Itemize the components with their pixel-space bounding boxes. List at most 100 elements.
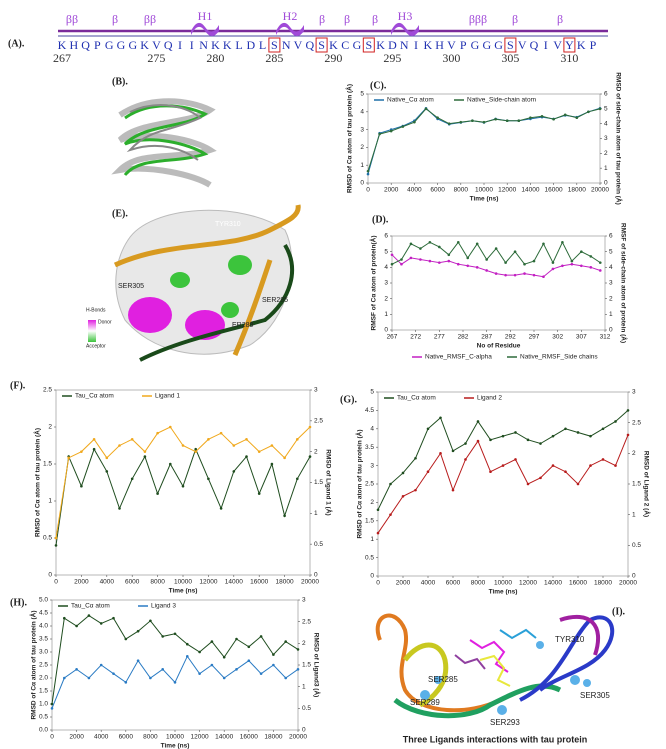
ss-label: β bbox=[319, 12, 325, 26]
point bbox=[551, 434, 555, 438]
point bbox=[296, 668, 300, 671]
point bbox=[447, 253, 451, 257]
point bbox=[419, 247, 422, 250]
point bbox=[181, 444, 185, 447]
y-tick-label: 0 bbox=[314, 572, 318, 579]
x-tick-label: 277 bbox=[434, 334, 445, 341]
panel-label: (C). bbox=[370, 80, 387, 91]
point bbox=[456, 262, 460, 266]
y-tick-label: 0.0 bbox=[39, 727, 48, 734]
y-tick-label: 4 bbox=[384, 264, 388, 271]
x-axis-label: Time (ns) bbox=[470, 196, 499, 203]
point bbox=[245, 455, 248, 458]
y-tick-label: 1.5 bbox=[632, 481, 641, 488]
y-tick-label: 3.0 bbox=[39, 649, 48, 656]
point bbox=[194, 450, 197, 453]
x-tick-label: 8000 bbox=[471, 580, 486, 587]
legend-label: Native_RMSF_Side chains bbox=[520, 354, 598, 361]
point bbox=[257, 450, 261, 453]
series-line bbox=[391, 241, 601, 265]
point bbox=[576, 431, 580, 434]
x-axis-label: Time (ns) bbox=[161, 743, 190, 749]
point bbox=[112, 616, 115, 620]
x-tick-label: 14000 bbox=[544, 580, 562, 587]
point bbox=[451, 449, 455, 453]
y-tick-label: 3 bbox=[360, 126, 364, 133]
point bbox=[284, 640, 288, 643]
residue-number: 285 bbox=[265, 51, 283, 65]
plot-area bbox=[391, 235, 606, 331]
point bbox=[232, 444, 236, 447]
point bbox=[601, 427, 605, 431]
legend-label: Ligand 3 bbox=[151, 603, 176, 610]
point bbox=[366, 172, 370, 176]
y-tick-label: 4 bbox=[360, 109, 364, 116]
x-tick-label: 287 bbox=[481, 334, 492, 341]
y-tick-label: 2.5 bbox=[632, 419, 641, 426]
y-tick-label: 4.5 bbox=[39, 610, 48, 617]
y-tick-label: 1 bbox=[604, 165, 608, 172]
point bbox=[400, 262, 403, 266]
y-tick-label: 2 bbox=[302, 640, 306, 647]
point bbox=[514, 431, 517, 434]
residue-label: SER305 bbox=[580, 691, 610, 700]
x-tick-label: 14000 bbox=[225, 579, 243, 586]
x-tick-label: 18000 bbox=[276, 579, 294, 586]
panel-label: (D). bbox=[372, 214, 389, 225]
point bbox=[50, 707, 54, 710]
point bbox=[589, 266, 593, 269]
point bbox=[589, 255, 593, 258]
x-tick-label: 0 bbox=[50, 734, 54, 741]
y-tick-label: 1 bbox=[370, 536, 374, 543]
y-tick-label: 2 bbox=[314, 448, 318, 455]
residue-number: 310 bbox=[560, 51, 578, 65]
x-tick-label: 4000 bbox=[421, 580, 436, 587]
point bbox=[92, 438, 96, 441]
point bbox=[210, 663, 214, 667]
point bbox=[87, 676, 91, 680]
point bbox=[136, 629, 140, 633]
y2-axis-label: RMSD of side-chain atom of tau protein (… bbox=[614, 72, 623, 205]
y-tick-label: 4 bbox=[609, 264, 613, 271]
point bbox=[272, 663, 275, 667]
point bbox=[551, 267, 555, 271]
point bbox=[401, 494, 405, 498]
point bbox=[210, 640, 214, 643]
y-tick-label: 4 bbox=[604, 120, 608, 127]
y-tick-label: 2.5 bbox=[43, 387, 52, 394]
y-axis-label: RMSD of Cα atom of tau protein (Å) bbox=[33, 428, 42, 537]
x-tick-label: 6000 bbox=[430, 187, 445, 194]
x-tick-label: 4000 bbox=[407, 187, 422, 194]
point bbox=[428, 240, 432, 244]
point bbox=[589, 434, 592, 438]
residue-number: 305 bbox=[501, 51, 519, 65]
legend-label: Native_Side-chain atom bbox=[467, 97, 536, 104]
point bbox=[570, 259, 574, 263]
series-line bbox=[377, 410, 629, 510]
y-tick-label: 1.5 bbox=[302, 662, 311, 669]
y-tick-label: 0 bbox=[302, 727, 306, 734]
point bbox=[283, 456, 286, 460]
residue-box bbox=[504, 37, 517, 53]
y-tick-label: 1.5 bbox=[365, 518, 374, 525]
point bbox=[428, 259, 432, 263]
point bbox=[80, 450, 83, 453]
point bbox=[539, 442, 542, 445]
x-tick-label: 0 bbox=[366, 187, 370, 194]
point bbox=[296, 477, 299, 481]
residue-label: SER285 bbox=[428, 675, 458, 684]
series-line bbox=[51, 614, 299, 705]
point bbox=[257, 492, 261, 495]
helix bbox=[276, 22, 304, 36]
residue-number: 280 bbox=[206, 51, 224, 65]
point bbox=[390, 262, 394, 266]
plot-area bbox=[51, 599, 299, 731]
x-tick-label: 16000 bbox=[240, 734, 258, 741]
plot-area bbox=[367, 93, 601, 184]
y-tick-label: 1 bbox=[384, 311, 388, 318]
point bbox=[390, 253, 394, 257]
point bbox=[485, 258, 488, 261]
point bbox=[284, 676, 288, 680]
residue-number: 267 bbox=[53, 51, 71, 65]
panel-label: (B). bbox=[112, 76, 128, 87]
